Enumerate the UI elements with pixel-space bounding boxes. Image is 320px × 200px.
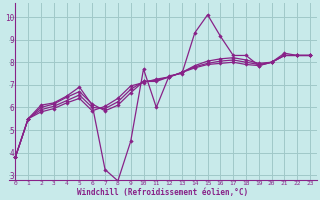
X-axis label: Windchill (Refroidissement éolien,°C): Windchill (Refroidissement éolien,°C) bbox=[77, 188, 248, 197]
